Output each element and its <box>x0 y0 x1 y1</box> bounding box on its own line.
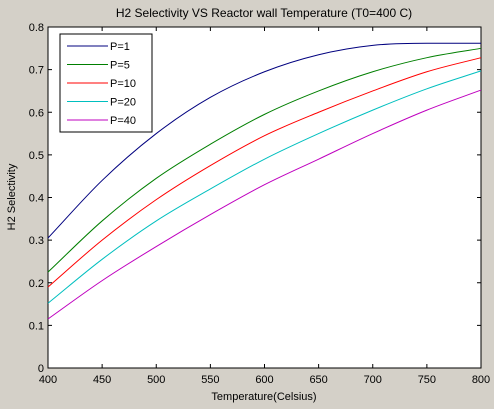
y-tick-label: 0.2 <box>29 278 44 290</box>
x-axis-label: Temperature(Celsius) <box>211 391 316 403</box>
legend: P=1 P=5 P=10 P=20 P=40 <box>59 33 153 133</box>
y-tick-label: 0.7 <box>29 65 44 77</box>
chart-title: H2 Selectivity VS Reactor wall Temperatu… <box>116 6 412 20</box>
x-tick-label: 750 <box>418 374 436 386</box>
x-tick-label: 700 <box>364 374 382 386</box>
x-tick-label: 550 <box>201 374 219 386</box>
x-tick-label: 800 <box>472 374 490 386</box>
series-lines <box>47 42 482 320</box>
x-tick-label: 400 <box>39 374 57 386</box>
series-line-p-40 <box>47 89 482 320</box>
series-line-p-10 <box>47 57 482 288</box>
legend-label-p-40: P=40 <box>110 115 136 127</box>
legend-label-p-10: P=10 <box>110 78 136 90</box>
y-tick-label: 0.8 <box>29 22 44 34</box>
series-line-p-20 <box>47 70 482 304</box>
series-line-p-5 <box>47 47 482 273</box>
y-tick-label: 0.5 <box>29 150 44 162</box>
x-tick-label: 500 <box>147 374 165 386</box>
y-axis-label: H2 Selectivity <box>6 163 18 230</box>
series-line-p-1 <box>47 42 481 239</box>
y-tick-label: 0.4 <box>29 193 44 205</box>
y-axis-ticks: 0 0.1 0.2 0.3 0.4 0.5 0.6 0.7 0.8 <box>29 22 481 375</box>
y-tick-label: 0.1 <box>29 320 44 332</box>
y-tick-label: 0.3 <box>29 235 44 247</box>
x-tick-label: 650 <box>309 374 327 386</box>
x-axis-ticks: 400 450 500 550 600 650 700 750 800 <box>39 27 490 386</box>
y-tick-label: 0.6 <box>29 107 44 119</box>
legend-label-p-1: P=1 <box>110 41 130 53</box>
legend-label-p-5: P=5 <box>110 60 130 72</box>
legend-label-p-20: P=20 <box>110 97 136 109</box>
x-tick-label: 450 <box>93 374 111 386</box>
y-tick-label: 0 <box>38 363 44 375</box>
x-tick-label: 600 <box>255 374 273 386</box>
